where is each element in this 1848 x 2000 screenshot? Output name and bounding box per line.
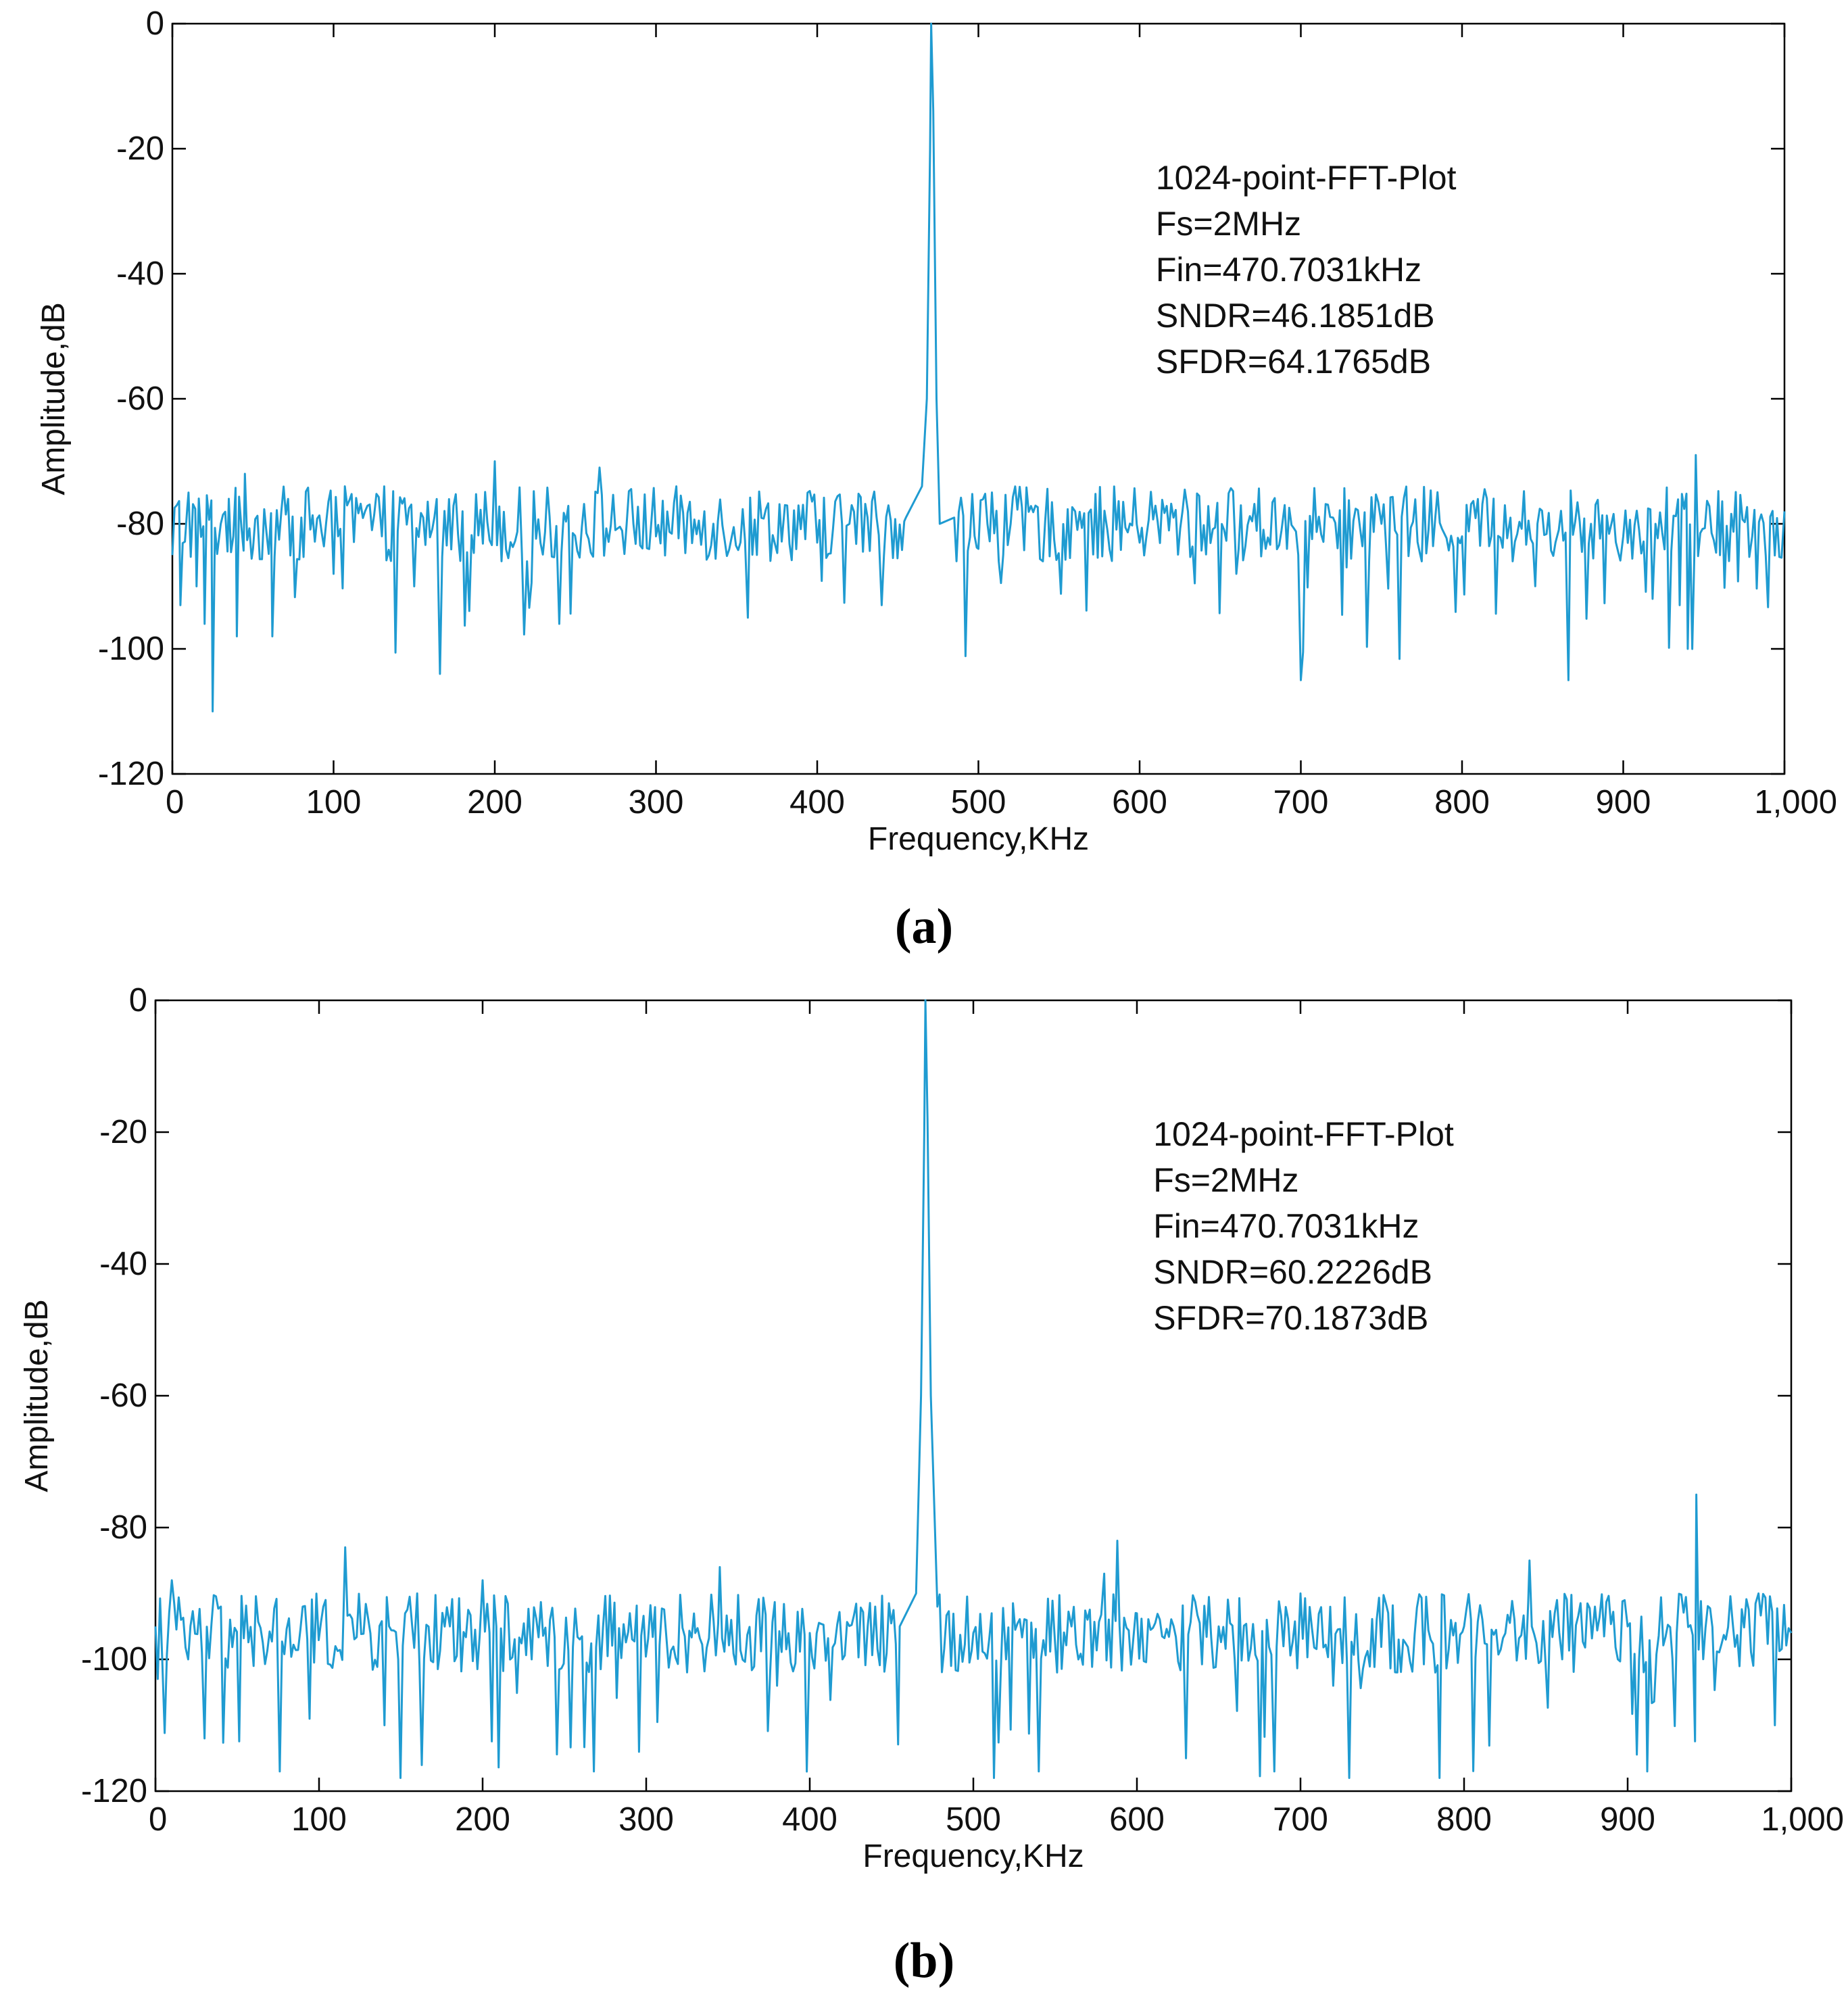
- x-tick-label: 200: [455, 1801, 510, 1838]
- annotation-line: SNDR=60.2226dB: [1153, 1253, 1432, 1291]
- y-tick-label: -40: [99, 1246, 147, 1282]
- x-tick-label: 700: [1273, 1801, 1328, 1838]
- y-tick-label: -60: [99, 1377, 147, 1414]
- plot-area: [171, 22, 1786, 775]
- x-tick-label: 500: [951, 784, 1006, 821]
- y-tick-label: -20: [99, 1114, 147, 1150]
- annotation-line: Fin=470.7031kHz: [1153, 1207, 1419, 1245]
- annotation-line: SFDR=64.1765dB: [1156, 343, 1431, 381]
- annotation-line: Fin=470.7031kHz: [1156, 251, 1421, 289]
- y-tick-label: -100: [98, 631, 164, 667]
- y-tick-label: 0: [129, 982, 147, 1019]
- spectrum-line: [171, 22, 1786, 712]
- annotation-line: SFDR=70.1873dB: [1153, 1299, 1428, 1337]
- x-axis-title: Frequency,KHz: [868, 821, 1089, 857]
- y-axis-title: Amplitude,dB: [19, 1299, 55, 1492]
- y-tick-label: -20: [116, 130, 164, 167]
- x-tick-label: 400: [782, 1801, 837, 1838]
- x-axis-title: Frequency,KHz: [862, 1838, 1084, 1874]
- x-tick-label: 1,000: [1761, 1801, 1844, 1838]
- x-tick-label: 0: [166, 784, 184, 821]
- y-tick-label: -40: [116, 255, 164, 292]
- chart-a: 0 100 200 300 400 500 600 700 800 900 1,000 0 -20 -40…: [36, 5, 1837, 954]
- x-tick-label: 300: [629, 784, 684, 821]
- x-tick-label: 600: [1109, 1801, 1165, 1838]
- x-tick-label: 200: [467, 784, 522, 821]
- annotation-line: 1024-point-FFT-Plot: [1153, 1115, 1454, 1153]
- annotation-line: Fs=2MHz: [1156, 205, 1301, 243]
- y-tick-label: -120: [98, 756, 164, 792]
- x-tick-label: 900: [1600, 1801, 1655, 1838]
- x-tick-label: 100: [306, 784, 362, 821]
- annotation-line: 1024-point-FFT-Plot: [1156, 159, 1457, 197]
- chart-b: 0 100 200 300 400 500 600 700 800 900 1,000 0 -20 -40…: [19, 982, 1844, 1989]
- x-tick-label: 1,000: [1754, 784, 1837, 821]
- x-tick-label: 300: [618, 1801, 674, 1838]
- x-tick-label: 600: [1112, 784, 1167, 821]
- x-tick-label: 100: [291, 1801, 347, 1838]
- panel-label: (a): [895, 899, 953, 954]
- y-tick-label: -120: [81, 1773, 147, 1809]
- y-axis-title: Amplitude,dB: [36, 302, 72, 495]
- x-tick-label: 0: [149, 1801, 167, 1838]
- panel-label: (b): [894, 1933, 954, 1989]
- x-tick-label: 800: [1434, 784, 1490, 821]
- x-tick-label: 800: [1436, 1801, 1492, 1838]
- y-tick-label: -80: [99, 1509, 147, 1546]
- x-tick-label: 400: [789, 784, 845, 821]
- y-tick-label: -60: [116, 381, 164, 417]
- plot-area: [154, 999, 1793, 1792]
- y-tick-label: 0: [146, 5, 164, 42]
- x-tick-label: 500: [946, 1801, 1001, 1838]
- annotation-line: SNDR=46.1851dB: [1156, 297, 1435, 335]
- y-tick-label: -100: [81, 1641, 147, 1678]
- y-tick-label: -80: [116, 506, 164, 542]
- x-tick-label: 900: [1596, 784, 1651, 821]
- annotation-line: Fs=2MHz: [1153, 1161, 1298, 1199]
- x-tick-label: 700: [1273, 784, 1329, 821]
- spectrum-line: [154, 999, 1793, 1779]
